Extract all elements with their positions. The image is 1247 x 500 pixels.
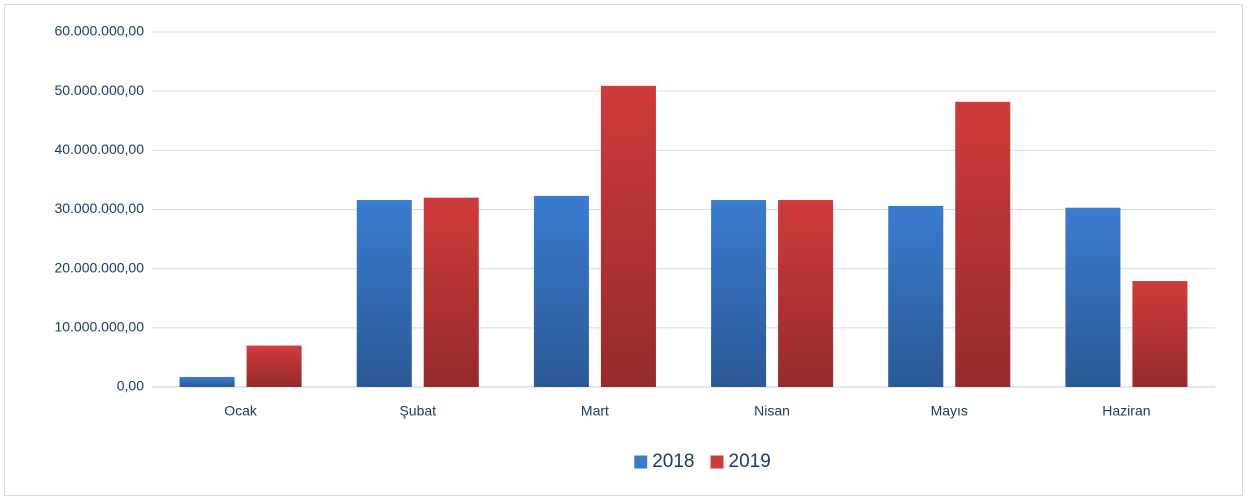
bar-shade: [600, 85, 656, 387]
y-tick-label: 30.000.000,00: [54, 200, 144, 216]
x-tick-label: Mayıs: [931, 403, 968, 419]
bar-shade: [711, 200, 767, 387]
bar-shade: [888, 205, 944, 387]
y-tick-label: 20.000.000,00: [54, 259, 144, 275]
bar-shade: [955, 101, 1011, 388]
x-tick-label: Ocak: [224, 403, 258, 419]
bar-shade: [1132, 281, 1188, 387]
legend-label: 2019: [729, 451, 771, 472]
legend-swatch: [634, 455, 648, 469]
x-tick-label: Nisan: [754, 403, 790, 419]
bar-shade: [246, 345, 302, 387]
legend: 2018 2019: [634, 451, 771, 472]
y-tick-label: 60.000.000,00: [54, 23, 144, 39]
bar-shade: [778, 200, 834, 387]
y-tick-label: 0,00: [117, 378, 144, 394]
x-tick-label: Mart: [581, 403, 609, 419]
x-tick-label: Haziran: [1102, 403, 1150, 419]
bar-shade: [1065, 207, 1121, 387]
bar-shade: [533, 195, 589, 387]
y-tick-label: 50.000.000,00: [54, 82, 144, 98]
legend-swatch: [710, 455, 724, 469]
legend-label: 2018: [652, 451, 694, 472]
x-tick-label: Şubat: [399, 403, 436, 419]
bar-shade: [356, 200, 412, 387]
bar-shade: [179, 376, 235, 387]
bar-shade: [423, 197, 479, 387]
y-tick-label: 10.000.000,00: [54, 319, 144, 335]
y-tick-label: 40.000.000,00: [54, 141, 144, 157]
